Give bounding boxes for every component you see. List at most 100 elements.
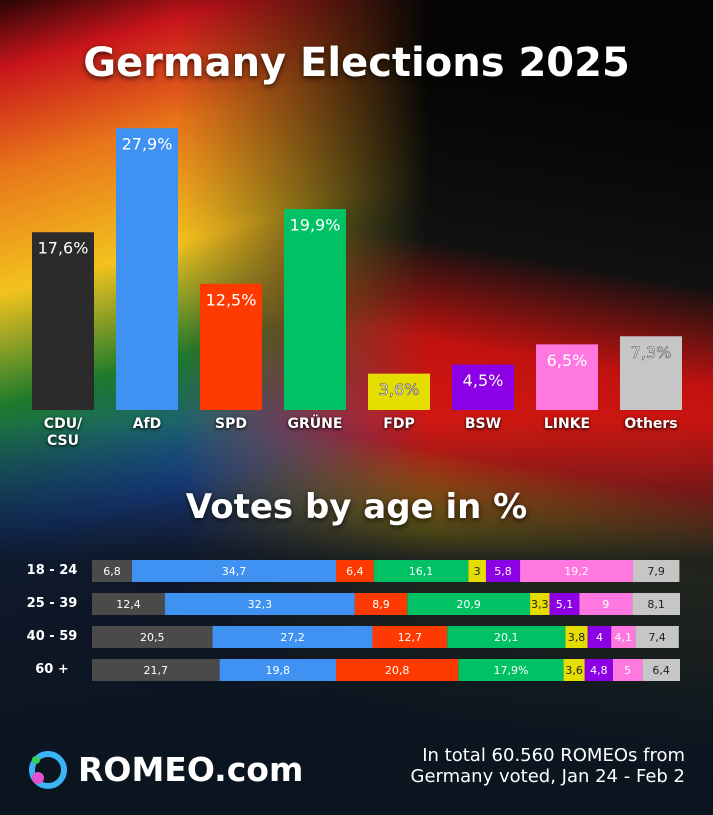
value-label: 20,5 <box>140 631 165 644</box>
bar-segment <box>336 659 459 681</box>
value-label: 19,2 <box>564 565 589 578</box>
bar-segment <box>447 626 566 648</box>
value-label: 34,7 <box>222 565 247 578</box>
x-tick-label: AfD <box>132 416 162 432</box>
chart-title: Votes by age in % <box>185 487 528 527</box>
bar-segment <box>92 593 165 615</box>
value-label: 3,8 <box>568 631 586 644</box>
bar-segment <box>372 626 448 648</box>
note-line: Germany voted, Jan 24 - Feb 2 <box>410 766 685 787</box>
value-label: 17,6% <box>38 239 89 258</box>
bottom-shade <box>0 420 713 815</box>
value-label: 19,8 <box>266 664 291 677</box>
y-tick-label: 40 - 59 <box>26 629 78 644</box>
value-label: 27,2 <box>280 631 305 644</box>
value-label: 7,9 <box>647 565 665 578</box>
value-label: 12,4 <box>116 598 141 611</box>
value-label: 4,5% <box>463 371 504 390</box>
x-tick-label: GRÜNE <box>287 416 343 432</box>
bar-segment <box>458 659 564 681</box>
value-label: 20,8 <box>385 664 410 677</box>
bar-segment <box>219 659 337 681</box>
bar <box>452 364 514 410</box>
bar <box>200 283 262 410</box>
value-label: 20,1 <box>494 631 519 644</box>
bar-segment <box>92 626 213 648</box>
value-label: 3 <box>474 565 481 578</box>
bar-segment <box>520 560 633 582</box>
value-label: 8,9 <box>372 598 390 611</box>
bar-segment <box>92 659 220 681</box>
bar-segment <box>635 626 679 648</box>
bar-segment <box>131 560 337 582</box>
logo <box>29 751 67 789</box>
y-tick-label: 60 + <box>35 662 69 677</box>
value-label: 3,6% <box>379 380 420 399</box>
bar-segment <box>632 593 680 615</box>
bar-segment <box>530 593 550 615</box>
bar-segment <box>587 626 612 648</box>
bar <box>32 232 94 410</box>
y-tick-label: 25 - 39 <box>26 596 78 611</box>
value-label: 6,8 <box>103 565 121 578</box>
value-label: 6,5% <box>547 351 588 370</box>
value-label: 9 <box>602 598 609 611</box>
value-label: 8,1 <box>647 598 665 611</box>
x-tick-label: LINKE <box>543 416 591 432</box>
value-label: 5 <box>624 664 631 677</box>
value-label: 19,9% <box>290 216 341 235</box>
bar-segment <box>336 560 374 582</box>
footer-note: In total 60.560 ROMEOs from Germany vote… <box>411 745 685 787</box>
bar-segment <box>468 560 486 582</box>
value-label: 17,9% <box>493 664 528 677</box>
bar <box>284 209 346 410</box>
value-label: 3,6 <box>565 664 583 677</box>
bar <box>620 336 682 410</box>
x-tick-label: CDU/ CSU <box>43 416 83 449</box>
bar-segment <box>563 659 585 681</box>
brand: ROMEO.com <box>78 750 304 789</box>
value-label: 3,3 <box>531 598 549 611</box>
bar-segment <box>579 593 633 615</box>
value-label: 6,4 <box>652 664 670 677</box>
value-label: 20,9 <box>456 598 481 611</box>
bar-segment <box>642 659 680 681</box>
value-label: 7,4 <box>648 631 666 644</box>
chart-title: Germany Elections 2025 <box>83 40 630 86</box>
bar-segment <box>212 626 373 648</box>
bar-segment <box>549 593 580 615</box>
bar-segment <box>611 626 636 648</box>
x-tick-label: SPD <box>215 416 247 432</box>
x-tick-label: Others <box>624 416 678 432</box>
bar-segment <box>164 593 355 615</box>
value-label: 7,3% <box>631 343 672 362</box>
bar <box>116 128 178 410</box>
bar-segment <box>612 659 643 681</box>
value-label: 32,3 <box>248 598 273 611</box>
value-label: 5,8 <box>494 565 512 578</box>
bar-segment <box>485 560 521 582</box>
bar-segment <box>565 626 588 648</box>
value-label: 4 <box>596 631 603 644</box>
value-label: 12,5% <box>206 290 257 309</box>
bar <box>536 344 598 410</box>
value-label: 12,7 <box>398 631 423 644</box>
logo-dot <box>32 772 44 784</box>
x-tick-label: FDP <box>383 416 415 432</box>
bar-segment <box>407 593 531 615</box>
bar-segment <box>584 659 613 681</box>
logo-dot <box>32 756 40 764</box>
note-line: In total 60.560 ROMEOs from <box>422 745 685 766</box>
value-label: 4,8 <box>590 664 608 677</box>
value-label: 6,4 <box>346 565 364 578</box>
bar-segment <box>354 593 408 615</box>
value-label: 16,1 <box>409 565 434 578</box>
bar <box>368 373 430 410</box>
value-label: 5,1 <box>556 598 574 611</box>
value-label: 4,1 <box>615 631 633 644</box>
bar-segment <box>632 560 680 582</box>
bar-segment <box>373 560 469 582</box>
value-label: 21,7 <box>144 664 169 677</box>
